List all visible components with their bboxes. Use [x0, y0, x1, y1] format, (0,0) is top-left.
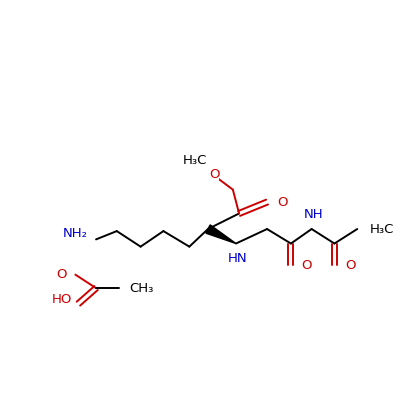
Text: O: O: [209, 168, 220, 180]
Text: CH₃: CH₃: [129, 282, 154, 294]
Text: H₃C: H₃C: [370, 222, 394, 236]
Text: NH: NH: [304, 208, 324, 221]
Text: O: O: [278, 196, 288, 208]
Polygon shape: [206, 225, 236, 244]
Text: O: O: [345, 259, 355, 272]
Text: H₃C: H₃C: [182, 154, 207, 167]
Text: HN: HN: [228, 252, 248, 265]
Text: HO: HO: [52, 293, 72, 306]
Text: O: O: [301, 259, 312, 272]
Text: O: O: [56, 268, 67, 281]
Text: NH₂: NH₂: [63, 227, 88, 240]
